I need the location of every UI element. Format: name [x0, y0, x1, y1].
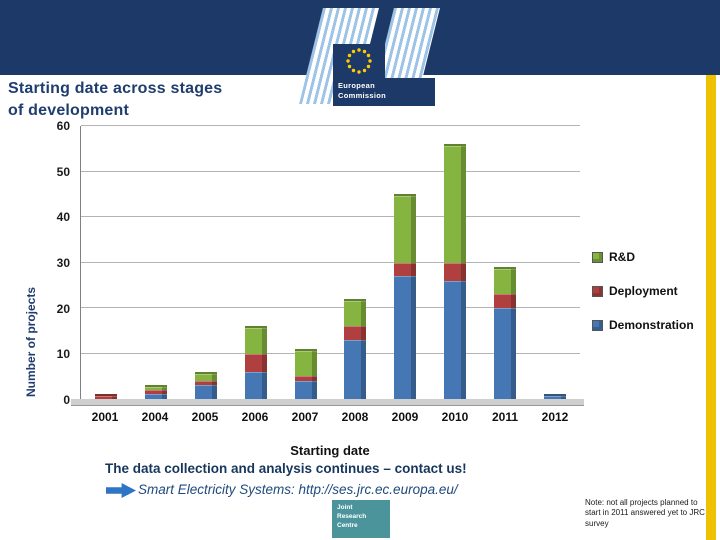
- bar-segment-deployment: [244, 353, 267, 372]
- x-tick-label: 2001: [91, 410, 119, 424]
- flag-stripes-icon: [376, 8, 440, 80]
- arrow-icon: [106, 483, 136, 498]
- jrc-logo-line1: Joint: [337, 504, 353, 511]
- x-tick-label: 2005: [191, 410, 219, 424]
- x-tick-label: 2010: [441, 410, 469, 424]
- bar-segment-demonstration: [144, 394, 167, 399]
- bar-2011: [494, 126, 517, 399]
- chart: Number of projects 0 10 20 30 40 50 60 2001 200…: [24, 112, 588, 462]
- legend: R&D Deployment Demonstration: [592, 250, 694, 352]
- legend-label: Deployment: [609, 284, 678, 298]
- bar-segment-demonstration: [294, 380, 317, 399]
- gridline: [81, 216, 580, 217]
- y-axis-title: Number of projects: [24, 287, 38, 398]
- eu-stars-icon: [346, 48, 372, 74]
- bar-2008: [344, 126, 367, 399]
- bar-segment-deployment: [294, 376, 317, 381]
- bar-segment-r-d: [394, 194, 417, 263]
- legend-item-deployment: Deployment: [592, 284, 694, 298]
- y-tick-label: 0: [63, 393, 70, 407]
- bar-segment-r-d: [144, 385, 167, 390]
- title-line2: of development: [8, 101, 130, 119]
- bar-segment-demonstration: [494, 308, 517, 399]
- jrc-logo-line3: Centre: [337, 521, 358, 529]
- ec-logo-line2: Commission: [338, 90, 387, 100]
- bar-2010: [444, 126, 467, 399]
- y-tick-label: 50: [56, 164, 70, 179]
- x-tick-label: 2004: [141, 410, 169, 424]
- bar-segment-deployment: [194, 380, 217, 386]
- x-tick-label: 2008: [341, 410, 369, 424]
- bar-segment-deployment: [144, 389, 167, 395]
- legend-item-demonstration: Demonstration: [592, 318, 694, 332]
- ec-logo-line1: European: [338, 81, 375, 90]
- ec-logo-text: European Commission: [333, 78, 435, 106]
- y-axis-labels: 0 10 20 30 40 50 60: [44, 119, 76, 407]
- bar-segment-demonstration: [544, 394, 567, 399]
- x-tick-label: 2006: [241, 410, 269, 424]
- gridline: [81, 125, 580, 126]
- bar-segment-demonstration: [394, 276, 417, 399]
- bar-segment-r-d: [444, 144, 467, 263]
- legend-item-r-d: R&D: [592, 250, 694, 264]
- legend-swatch: [592, 285, 603, 297]
- y-tick-label: 60: [56, 119, 70, 133]
- bar-2006: [244, 126, 267, 399]
- eu-flag-icon: [333, 44, 385, 78]
- bar-2012: [544, 126, 567, 399]
- european-commission-logo: European Commission: [299, 6, 440, 108]
- bar-segment-deployment: [444, 262, 467, 281]
- bar-segment-r-d: [194, 371, 217, 381]
- gold-side-stripe: [706, 75, 716, 540]
- legend-label: R&D: [609, 250, 635, 264]
- bar-segment-r-d: [494, 267, 517, 295]
- gridline: [81, 307, 580, 308]
- bar-segment-demonstration: [194, 385, 217, 399]
- bar-segment-deployment: [94, 394, 117, 399]
- title-line1: Starting date across stages: [8, 80, 223, 97]
- plot-area: [71, 125, 584, 406]
- footer-message: The data collection and analysis continu…: [105, 461, 467, 476]
- legend-label: Demonstration: [609, 318, 694, 332]
- y-tick-label: 40: [56, 210, 70, 225]
- bar-segment-r-d: [294, 348, 317, 377]
- bar-segment-deployment: [494, 294, 517, 308]
- y-tick-label: 10: [56, 347, 70, 362]
- x-tick-label: 2012: [541, 410, 569, 424]
- bar-2001: [94, 126, 117, 399]
- jrc-logo: Joint Research Centre: [332, 500, 390, 538]
- y-tick-label: 30: [56, 256, 70, 270]
- bar-2007: [294, 126, 317, 399]
- bar-2009: [394, 126, 417, 399]
- legend-swatch: [592, 251, 603, 263]
- ses-link[interactable]: Smart Electricity Systems: http://ses.jr…: [138, 482, 458, 497]
- gridline: [81, 170, 580, 172]
- bar-segment-r-d: [244, 326, 267, 354]
- bar-segment-demonstration: [344, 339, 367, 399]
- bar-segment-r-d: [344, 298, 367, 327]
- bar-segment-demonstration: [244, 371, 267, 399]
- x-tick-label: 2009: [391, 410, 419, 424]
- gridline: [81, 352, 580, 354]
- page-title: Starting date across stages of developme…: [8, 78, 222, 121]
- bar-segment-demonstration: [444, 280, 467, 399]
- y-tick-label: 20: [56, 301, 70, 316]
- x-tick-label: 2011: [491, 410, 519, 424]
- bar-2005: [194, 126, 217, 399]
- bar-segment-deployment: [394, 262, 417, 277]
- footnote: Note: not all projects planned to start …: [585, 498, 705, 528]
- jrc-logo-line2: Research: [337, 512, 367, 520]
- x-axis-labels: 2001 2004 2005 2006 2007 2008 2009 2010 2011 2012: [80, 404, 580, 424]
- x-tick-label: 2007: [291, 410, 319, 424]
- bar-2004: [144, 126, 167, 399]
- chart-floor: [71, 399, 584, 406]
- bar-segment-deployment: [344, 326, 367, 340]
- legend-swatch: [592, 319, 603, 331]
- gridline: [81, 261, 580, 263]
- x-axis-title: Starting date: [290, 443, 370, 458]
